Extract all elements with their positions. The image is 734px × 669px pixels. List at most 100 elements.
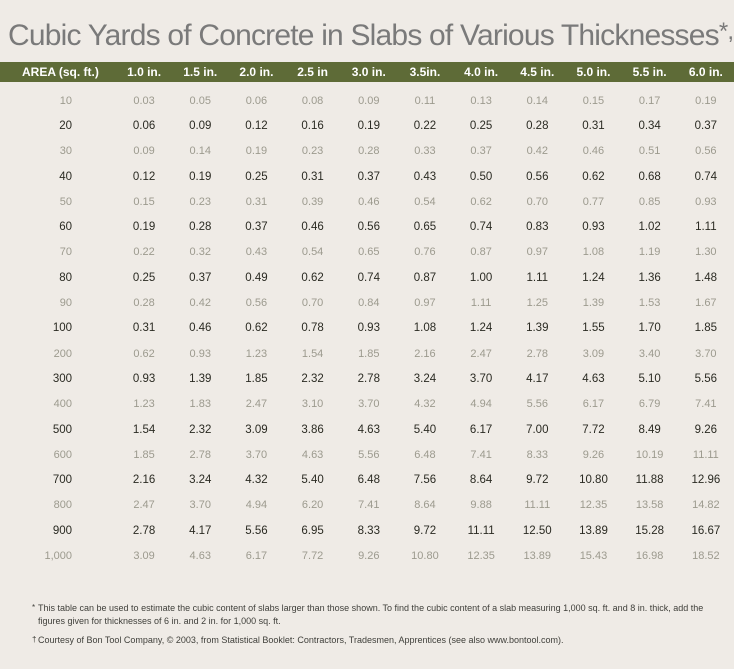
volume-cell: 16.67 bbox=[691, 524, 721, 537]
volume-cell: 15.28 bbox=[635, 524, 665, 537]
volume-cell: 0.42 bbox=[526, 145, 548, 158]
volume-cell: 9.26 bbox=[358, 549, 380, 562]
volume-cell: 7.41 bbox=[358, 499, 380, 512]
area-cell: 90 bbox=[59, 297, 72, 310]
volume-cell: 6.48 bbox=[357, 474, 380, 487]
volume-cell: 1.02 bbox=[638, 221, 661, 234]
volume-cell: 4.32 bbox=[245, 474, 268, 487]
volume-cell: 0.65 bbox=[413, 221, 437, 234]
volume-cell: 0.87 bbox=[470, 246, 492, 259]
volume-cell: 0.28 bbox=[133, 297, 155, 310]
volume-cell: 0.33 bbox=[414, 145, 436, 158]
volume-cell: 3.70 bbox=[469, 372, 493, 385]
volume-cell: 0.09 bbox=[189, 119, 212, 132]
volume-cell: 0.25 bbox=[132, 271, 156, 284]
volume-cell: 0.19 bbox=[357, 119, 380, 132]
table-row: 90 0.28 0.42 0.56 0.70 0.84 0.97 1.11 1.25 1.39 1.… bbox=[0, 290, 734, 315]
volume-cell: 0.03 bbox=[133, 94, 155, 107]
volume-cell: 2.32 bbox=[189, 423, 212, 436]
volume-cell: 2.78 bbox=[189, 448, 211, 461]
volume-cell: 0.09 bbox=[133, 145, 155, 158]
volume-cell: 6.20 bbox=[301, 499, 324, 512]
area-cell: 60 bbox=[59, 221, 72, 234]
area-cell: 100 bbox=[52, 322, 72, 335]
volume-cell: 0.37 bbox=[470, 145, 492, 158]
column-header-thickness: 3.0 in. bbox=[340, 62, 397, 82]
volume-cell: 0.25 bbox=[245, 170, 268, 183]
area-cell: 700 bbox=[52, 474, 72, 487]
table-row: 40 0.12 0.19 0.25 0.31 0.37 0.43 0.50 0.56 0.62 0.… bbox=[0, 164, 734, 189]
table-row: 900 2.78 4.17 5.56 6.95 8.33 9.72 11.11 12.50 13.… bbox=[0, 518, 734, 543]
volume-cell: 1.39 bbox=[189, 372, 212, 385]
volume-cell: 0.70 bbox=[301, 297, 324, 310]
volume-cell: 3.70 bbox=[189, 499, 211, 512]
area-cell: 70 bbox=[59, 246, 72, 259]
volume-cell: 10.80 bbox=[411, 549, 439, 562]
volume-cell: 0.93 bbox=[582, 221, 605, 234]
volume-cell: 11.88 bbox=[635, 474, 664, 487]
volume-cell: 1.85 bbox=[245, 372, 268, 385]
volume-cell: 3.86 bbox=[301, 423, 324, 436]
volume-cell: 1.85 bbox=[133, 448, 155, 461]
table-row: 1,000 3.09 4.63 6.17 7.72 9.26 10.80 12.35 13.89… bbox=[0, 543, 734, 568]
volume-cell: 0.49 bbox=[245, 271, 268, 284]
volume-cell: 0.17 bbox=[638, 94, 661, 107]
column-header-thickness: 4.0 in. bbox=[453, 62, 510, 82]
volume-cell: 0.62 bbox=[133, 347, 155, 360]
volume-cell: 5.56 bbox=[694, 372, 718, 385]
volume-cell: 0.54 bbox=[301, 246, 324, 259]
volume-cell: 0.28 bbox=[526, 119, 549, 132]
volume-cell: 1.23 bbox=[133, 398, 155, 411]
volume-cell: 1.39 bbox=[582, 297, 605, 310]
volume-cell: 0.56 bbox=[695, 145, 717, 158]
volume-cell: 7.00 bbox=[526, 423, 549, 436]
volume-cell: 0.62 bbox=[245, 322, 268, 335]
volume-cell: 9.26 bbox=[582, 448, 605, 461]
footnote-note: * This table can be used to estimate the … bbox=[32, 602, 728, 627]
volume-cell: 8.64 bbox=[469, 474, 493, 487]
volume-cell: 2.16 bbox=[414, 347, 436, 360]
volume-cell: 0.06 bbox=[132, 119, 156, 132]
volume-cell: 0.37 bbox=[245, 221, 268, 234]
volume-cell: 12.35 bbox=[579, 499, 608, 512]
volume-cell: 1.53 bbox=[638, 297, 661, 310]
volume-cell: 1.85 bbox=[358, 347, 380, 360]
volume-cell: 7.72 bbox=[301, 549, 324, 562]
volume-cell: 1.11 bbox=[470, 297, 492, 310]
volume-cell: 15.43 bbox=[579, 549, 608, 562]
area-cell: 20 bbox=[59, 119, 72, 132]
volume-cell: 0.70 bbox=[526, 195, 548, 208]
volume-cell: 0.14 bbox=[526, 94, 548, 107]
volume-cell: 1.23 bbox=[245, 347, 268, 360]
volume-cell: 4.94 bbox=[245, 499, 268, 512]
table-row: 50 0.15 0.23 0.31 0.39 0.46 0.54 0.62 0.70 0.77 0.… bbox=[0, 189, 734, 214]
volume-cell: 0.68 bbox=[638, 170, 661, 183]
volume-cell: 0.93 bbox=[357, 322, 380, 335]
volume-cell: 12.35 bbox=[467, 549, 495, 562]
volume-cell: 0.23 bbox=[189, 195, 211, 208]
volume-cell: 3.09 bbox=[133, 549, 155, 562]
volume-cell: 0.08 bbox=[301, 94, 324, 107]
area-cell: 200 bbox=[53, 347, 72, 360]
volume-cell: 1.25 bbox=[526, 297, 548, 310]
volume-cell: 0.22 bbox=[133, 246, 155, 259]
volume-cell: 13.89 bbox=[579, 524, 608, 537]
volume-cell: 0.34 bbox=[638, 119, 661, 132]
volume-cell: 10.19 bbox=[635, 448, 664, 461]
volume-cell: 0.46 bbox=[358, 195, 380, 208]
volume-cell: 3.40 bbox=[638, 347, 661, 360]
volume-cell: 0.15 bbox=[582, 94, 605, 107]
volume-cell: 2.78 bbox=[132, 524, 156, 537]
table-row: 300 0.93 1.39 1.85 2.32 2.78 3.24 3.70 4.17 4.63 5… bbox=[0, 366, 734, 391]
volume-cell: 9.72 bbox=[526, 474, 549, 487]
volume-cell: 16.98 bbox=[635, 549, 664, 562]
volume-cell: 4.63 bbox=[301, 448, 324, 461]
volume-cell: 2.16 bbox=[132, 474, 156, 487]
volume-cell: 0.19 bbox=[189, 170, 212, 183]
footnote-note-mark: * bbox=[32, 603, 36, 612]
volume-cell: 3.09 bbox=[582, 347, 605, 360]
volume-cell: 0.37 bbox=[189, 271, 212, 284]
volume-cell: 11.11 bbox=[524, 499, 551, 512]
volume-cell: 9.26 bbox=[694, 423, 718, 436]
